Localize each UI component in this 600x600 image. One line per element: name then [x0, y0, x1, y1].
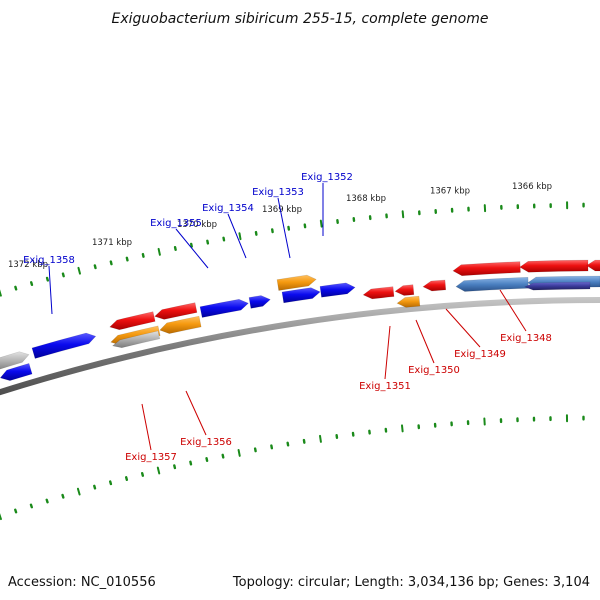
gene-arrow-red[interactable] — [422, 279, 447, 292]
gene-arrow-blue[interactable] — [248, 295, 271, 309]
major-tick — [319, 219, 323, 228]
minor-tick — [140, 471, 145, 477]
reverse-gene-label[interactable]: Exig_1350 — [408, 365, 460, 376]
topology-label: Topology: circular; Length: 3,034,136 bp… — [232, 575, 590, 590]
minor-tick — [93, 264, 97, 270]
major-tick — [400, 424, 404, 433]
minor-tick — [125, 256, 129, 262]
major-tick — [319, 434, 322, 443]
label-leader — [141, 403, 152, 451]
major-tick — [401, 210, 405, 219]
scale-label: 1368 kbp — [346, 194, 386, 204]
label-leader — [185, 390, 207, 436]
label-leader — [384, 325, 391, 380]
major-tick — [0, 289, 2, 297]
minor-tick — [14, 285, 18, 291]
reverse-gene-label[interactable]: Exig_1351 — [359, 381, 411, 392]
major-tick — [238, 232, 242, 241]
minor-tick — [14, 508, 18, 514]
minor-tick — [45, 498, 49, 504]
minor-tick — [173, 246, 177, 251]
minor-tick — [45, 276, 49, 282]
gene-arrow-blue[interactable] — [0, 363, 33, 381]
minor-tick — [205, 457, 209, 463]
minor-tick — [93, 484, 97, 490]
forward-gene-label[interactable]: Exig_1355 — [150, 218, 202, 229]
reverse-gene-label[interactable]: Exig_1357 — [125, 452, 177, 463]
major-tick — [0, 513, 2, 521]
label-leader — [277, 197, 291, 259]
minor-tick — [173, 464, 177, 470]
gene-arrow-orange[interactable] — [396, 295, 421, 308]
minor-tick — [29, 503, 33, 509]
gene-arrow-steel[interactable] — [455, 276, 529, 292]
major-tick — [157, 247, 161, 256]
gene-arrow-orange[interactable] — [276, 274, 317, 291]
minor-tick — [189, 460, 193, 466]
label-leader — [445, 308, 481, 348]
gene-features — [0, 259, 600, 381]
reverse-gene-label[interactable]: Exig_1349 — [454, 349, 506, 360]
label-leader — [48, 265, 53, 315]
gene-arrow-orange[interactable] — [159, 315, 202, 334]
gene-arrow-blue[interactable] — [319, 282, 356, 298]
map-title: Exiguobacterium sibiricum 255-15, comple… — [111, 11, 488, 27]
label-leader — [175, 228, 209, 269]
minor-tick — [109, 480, 113, 486]
gene-arrow-red[interactable] — [362, 286, 395, 300]
gene-arrow-blue[interactable] — [281, 287, 321, 304]
minor-tick — [61, 272, 65, 278]
scale-label: 1367 kbp — [430, 186, 470, 196]
gene-arrow-red[interactable] — [154, 302, 198, 320]
gene-arrow-red[interactable] — [394, 284, 415, 296]
scale-label: 1372 kbp — [8, 260, 48, 270]
minor-tick — [221, 453, 225, 459]
scale-label: 1366 kbp — [512, 182, 552, 192]
forward-gene-label[interactable]: Exig_1354 — [202, 203, 254, 214]
major-tick — [77, 266, 81, 275]
accession-label: Accession: NC_010556 — [8, 575, 156, 590]
gene-arrow-red[interactable] — [452, 261, 521, 277]
reverse-gene-label[interactable]: Exig_1348 — [500, 333, 552, 344]
gene-arrow-blue[interactable] — [31, 332, 97, 359]
minor-tick — [30, 281, 34, 287]
gene-arrow-gray[interactable] — [111, 330, 161, 349]
gene-arrow-red[interactable] — [586, 259, 600, 272]
scale-label: 1371 kbp — [92, 238, 132, 248]
major-tick — [237, 448, 241, 457]
inner-tick-track — [0, 414, 585, 521]
gene-arrow-red[interactable] — [109, 311, 156, 331]
gene-arrow-blue[interactable] — [199, 298, 249, 318]
gene-arrow-gray[interactable] — [0, 351, 30, 371]
backbone-band — [0, 297, 600, 396]
major-tick — [76, 487, 81, 496]
label-leader — [499, 289, 527, 332]
genome-backbone — [0, 297, 600, 396]
label-leader — [415, 319, 435, 364]
minor-tick — [109, 260, 113, 266]
reverse-gene-label[interactable]: Exig_1356 — [180, 437, 232, 448]
minor-tick — [61, 493, 65, 499]
minor-tick — [190, 242, 193, 248]
minor-tick — [124, 476, 129, 481]
forward-gene-label[interactable]: Exig_1352 — [301, 172, 353, 183]
forward-gene-label[interactable]: Exig_1358 — [23, 255, 75, 266]
scale-label: 1370 kbp — [177, 220, 217, 230]
scale-label: 1369 kbp — [262, 205, 302, 215]
scale-track: 1366 kbp 1367 kbp 1368 kbp 1369 kbp 1370 kbp… — [0, 182, 585, 521]
minor-tick — [141, 252, 145, 258]
gene-arrow-red[interactable] — [519, 259, 589, 273]
outer-tick-track — [0, 201, 585, 297]
label-leader — [227, 213, 247, 259]
major-tick — [156, 466, 161, 475]
forward-gene-label[interactable]: Exig_1353 — [252, 187, 304, 198]
gene-arrow-navy[interactable] — [523, 281, 591, 291]
